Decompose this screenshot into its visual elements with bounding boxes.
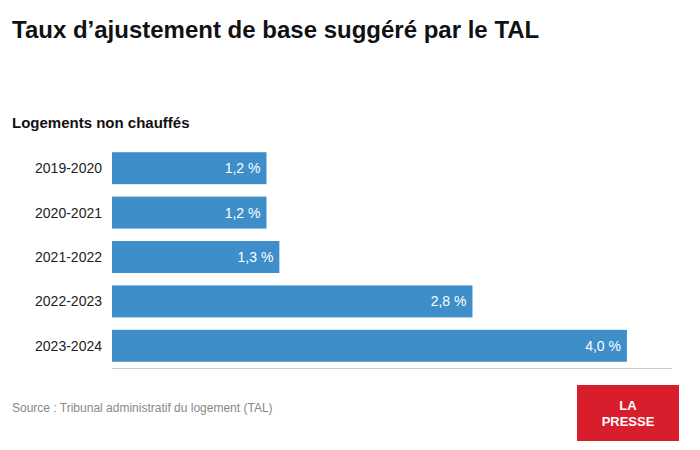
tick-label: 2021-2022 <box>35 249 102 265</box>
bar <box>112 285 472 317</box>
tick-label: 2023-2024 <box>35 338 102 354</box>
title: Taux d’ajustement de base suggéré par le… <box>12 16 539 43</box>
data-label: 2,8 % <box>431 293 467 309</box>
bar <box>112 241 279 273</box>
labels: 2019-2020 1,2 % 2020-2021 1,2 % 2021-2022 1,3… <box>35 160 621 354</box>
bar <box>112 197 266 229</box>
tick-label: 2020-2021 <box>35 205 102 221</box>
bar <box>112 330 627 362</box>
tick-label: 2019-2020 <box>35 160 102 176</box>
source: Source : Tribunal administratif du logem… <box>12 401 273 415</box>
tick-label: 2022-2023 <box>35 293 102 309</box>
data-label: 1,2 % <box>225 205 261 221</box>
background <box>0 0 700 450</box>
data-label: 4,0 % <box>585 338 621 354</box>
logo-box <box>577 385 679 441</box>
bars <box>112 152 627 362</box>
data-label: 1,2 % <box>225 160 261 176</box>
subtitle: Logements non chauffés <box>12 114 190 131</box>
data-label: 1,3 % <box>238 249 274 265</box>
axis-line <box>112 368 672 369</box>
chart-container: Taux d’ajustement de base suggéré par le… <box>0 0 700 450</box>
logo-text: LAPRESSE <box>602 398 655 429</box>
bar <box>112 152 266 184</box>
chart: Taux d’ajustement de base suggéré par le… <box>0 0 700 450</box>
